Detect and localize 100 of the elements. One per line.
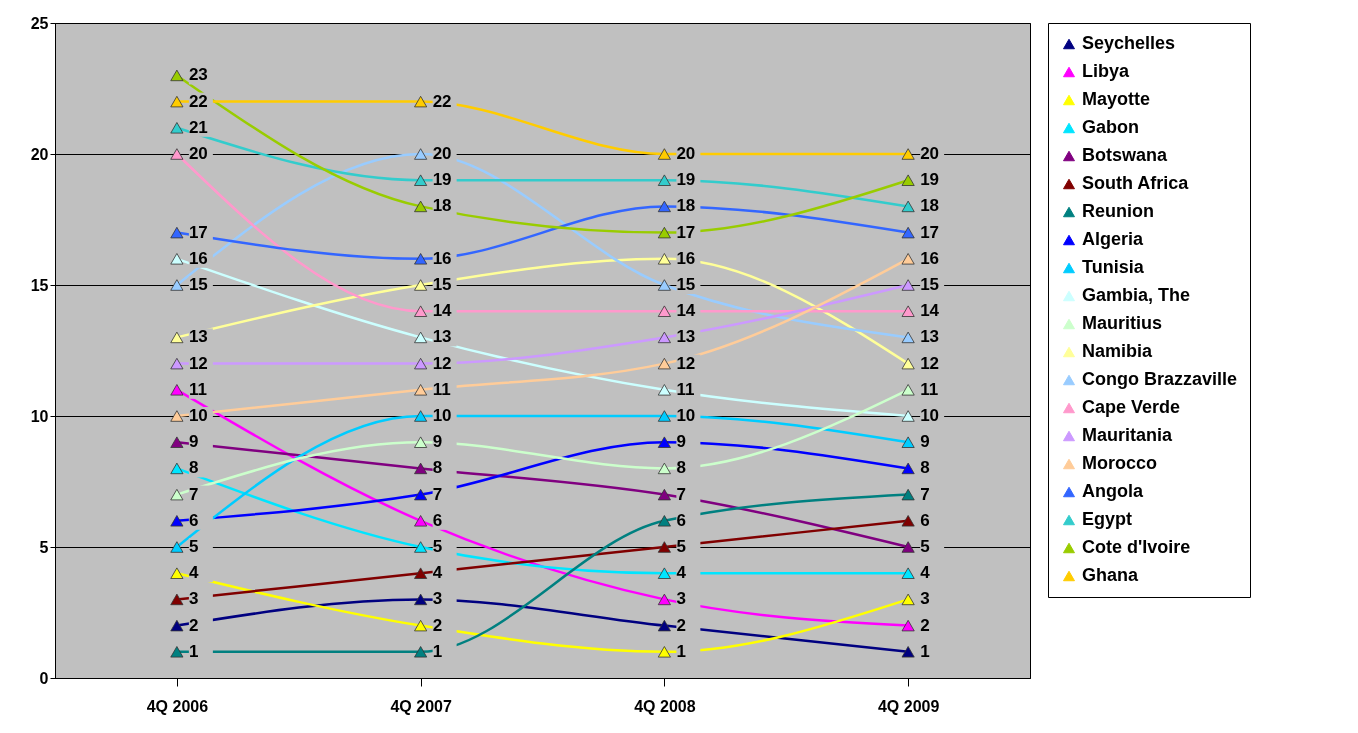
data-label: 8 xyxy=(920,458,930,478)
data-label: 13 xyxy=(676,327,696,347)
data-label: 9 xyxy=(676,432,686,452)
data-label: 18 xyxy=(432,196,452,216)
y-tick-label: 20 xyxy=(30,145,49,163)
data-label: 14 xyxy=(432,301,453,321)
data-label: 4 xyxy=(188,563,199,583)
data-label: 3 xyxy=(676,589,686,609)
data-label: 6 xyxy=(432,510,443,530)
data-label: 9 xyxy=(432,432,443,452)
data-label: 18 xyxy=(676,196,696,216)
data-label: 13 xyxy=(920,327,940,347)
data-label: 14 xyxy=(920,301,940,321)
data-label: 2 xyxy=(188,615,199,635)
data-label: 16 xyxy=(432,248,452,268)
data-label: 14 xyxy=(676,301,696,321)
data-label: 4 xyxy=(432,563,443,583)
legend-label: Mauritania xyxy=(1082,425,1174,445)
x-tick-label: 4Q 2009 xyxy=(877,697,940,715)
legend-label: Namibia xyxy=(1082,341,1154,361)
data-label: 5 xyxy=(920,537,930,556)
legend-label: Angola xyxy=(1082,481,1144,501)
legend-label: Mauritius xyxy=(1082,313,1163,333)
data-label: 17 xyxy=(188,222,208,242)
legend-label: Libya xyxy=(1082,61,1130,81)
y-tick-label: 10 xyxy=(30,407,49,425)
data-label: 5 xyxy=(188,537,199,556)
data-label: 6 xyxy=(920,510,930,530)
data-label: 10 xyxy=(188,406,208,425)
data-label: 10 xyxy=(676,406,696,425)
data-label: 15 xyxy=(432,275,452,294)
x-tick-label: 4Q 2006 xyxy=(146,697,209,715)
data-label: 13 xyxy=(432,327,452,347)
data-label: 10 xyxy=(920,406,940,425)
data-label: 7 xyxy=(676,484,686,504)
data-label: 17 xyxy=(920,222,940,242)
data-label: 22 xyxy=(432,91,452,111)
data-label: 16 xyxy=(676,248,696,268)
data-label: 17 xyxy=(676,222,696,242)
legend-label: Gambia, The xyxy=(1082,285,1191,305)
data-label: 7 xyxy=(920,484,930,504)
y-tick-label: 0 xyxy=(39,669,49,687)
data-label: 8 xyxy=(188,458,199,478)
data-label: 11 xyxy=(188,379,207,399)
data-label: 22 xyxy=(188,91,208,111)
data-label: 4 xyxy=(920,563,931,583)
data-label: 5 xyxy=(432,537,443,556)
y-tick-label: 15 xyxy=(30,276,49,294)
legend-label: Seychelles xyxy=(1082,33,1176,53)
data-label: 11 xyxy=(432,379,451,399)
data-label: 3 xyxy=(432,589,443,609)
data-label: 15 xyxy=(676,275,696,294)
data-label: 20 xyxy=(432,144,452,163)
data-label: 13 xyxy=(188,327,208,347)
data-label: 19 xyxy=(920,170,940,190)
data-label: 18 xyxy=(920,196,940,216)
data-label: 10 xyxy=(432,406,452,425)
data-label: 23 xyxy=(188,65,208,85)
data-label: 2 xyxy=(920,615,930,635)
data-label: 6 xyxy=(188,510,199,530)
data-label: 3 xyxy=(188,589,199,609)
legend-label: Gabon xyxy=(1082,117,1139,137)
data-label: 11 xyxy=(676,379,695,399)
legend-label: Egypt xyxy=(1082,509,1133,529)
legend-label: Congo Brazzaville xyxy=(1082,369,1238,389)
legend-label: Algeria xyxy=(1082,229,1145,249)
data-label: 12 xyxy=(920,353,940,373)
data-label: 20 xyxy=(188,144,208,163)
data-label: 2 xyxy=(432,615,443,635)
legend-label: Tunisia xyxy=(1082,257,1145,277)
legend-label: Cape Verde xyxy=(1082,397,1181,417)
data-label: 9 xyxy=(188,432,199,452)
data-label: 16 xyxy=(920,248,940,268)
x-tick-label: 4Q 2007 xyxy=(390,697,452,715)
data-label: 1 xyxy=(432,641,443,661)
data-label: 9 xyxy=(920,432,930,452)
data-label: 4 xyxy=(676,563,687,583)
data-label: 7 xyxy=(188,484,199,504)
legend-label: Morocco xyxy=(1082,453,1158,473)
legend-label: Mayotte xyxy=(1082,89,1151,109)
legend-label: Botswana xyxy=(1082,145,1169,165)
data-label: 5 xyxy=(676,537,686,556)
legend-label: Ghana xyxy=(1082,565,1139,585)
data-label: 12 xyxy=(432,353,452,373)
data-label: 20 xyxy=(920,144,940,163)
data-label: 2 xyxy=(676,615,686,635)
data-label: 1 xyxy=(188,641,199,661)
data-label: 19 xyxy=(676,170,696,190)
data-label: 19 xyxy=(432,170,452,190)
data-label: 8 xyxy=(432,458,443,478)
data-label: 20 xyxy=(676,144,696,163)
data-label: 6 xyxy=(676,510,686,530)
data-label: 12 xyxy=(188,353,208,373)
legend-label: Reunion xyxy=(1082,201,1154,221)
data-label: 12 xyxy=(676,353,696,373)
data-label: 15 xyxy=(920,275,940,294)
x-tick-label: 4Q 2008 xyxy=(634,697,696,715)
data-label: 21 xyxy=(188,117,208,137)
data-label: 15 xyxy=(188,275,208,294)
legend-label: South Africa xyxy=(1082,173,1190,193)
